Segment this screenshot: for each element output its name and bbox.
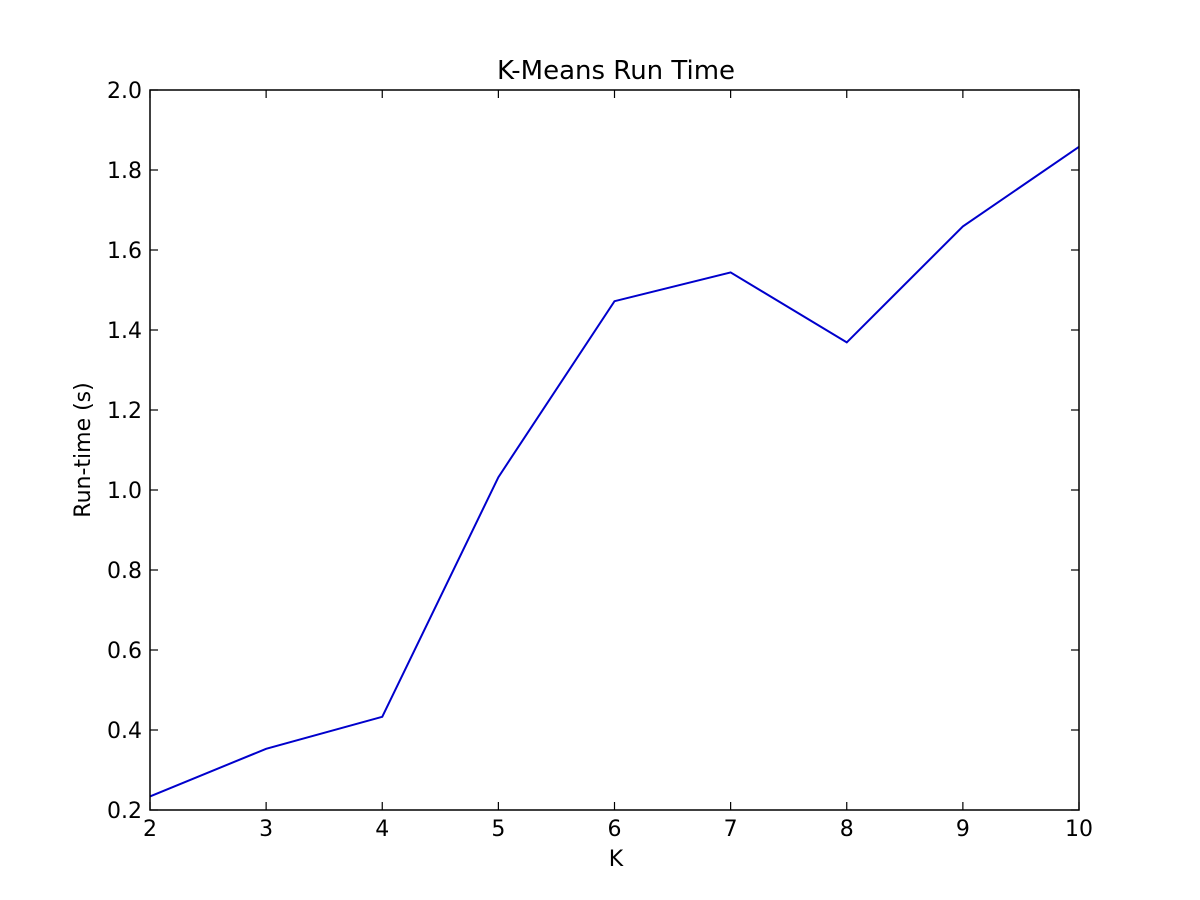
- x-tick-labels: 2 3 4 5 6 7 8 9 10: [143, 817, 1093, 842]
- x-tick-label: 4: [375, 817, 389, 842]
- y-axis-title: Run-time (s): [71, 382, 96, 517]
- x-tick-label: 2: [143, 817, 157, 842]
- y-tick-label: 1.4: [107, 319, 142, 344]
- chart-title: K-Means Run Time: [497, 56, 735, 86]
- y-tick-label: 1.2: [107, 399, 142, 424]
- y-tick-label: 0.2: [107, 799, 142, 824]
- x-tick-label: 6: [608, 817, 622, 842]
- series-layer: [149, 145, 1080, 798]
- series-line: [149, 145, 1080, 798]
- y-tick-label: 0.4: [107, 719, 142, 744]
- y-tick-label: 1.0: [107, 479, 142, 504]
- x-axis-title: K: [609, 847, 624, 872]
- y-tick-label: 1.8: [107, 159, 142, 184]
- x-tick-label: 9: [956, 817, 970, 842]
- y-tick-label: 2.0: [107, 79, 142, 104]
- x-tick-label: 8: [840, 817, 854, 842]
- y-tick-label: 1.6: [107, 239, 142, 264]
- x-tick-label: 3: [259, 817, 273, 842]
- x-tick-label: 7: [724, 817, 738, 842]
- x-tick-label: 10: [1065, 817, 1093, 842]
- y-tick-label: 0.8: [107, 559, 142, 584]
- x-tick-label: 5: [491, 817, 505, 842]
- plot-area: [150, 90, 1079, 810]
- plot-frame: [149, 89, 1080, 811]
- y-tick-labels: 0.2 0.4 0.6 0.8 1.0 1.2 1.4 1.6 1.8 2.0: [107, 79, 142, 824]
- y-tick-label: 0.6: [107, 639, 142, 664]
